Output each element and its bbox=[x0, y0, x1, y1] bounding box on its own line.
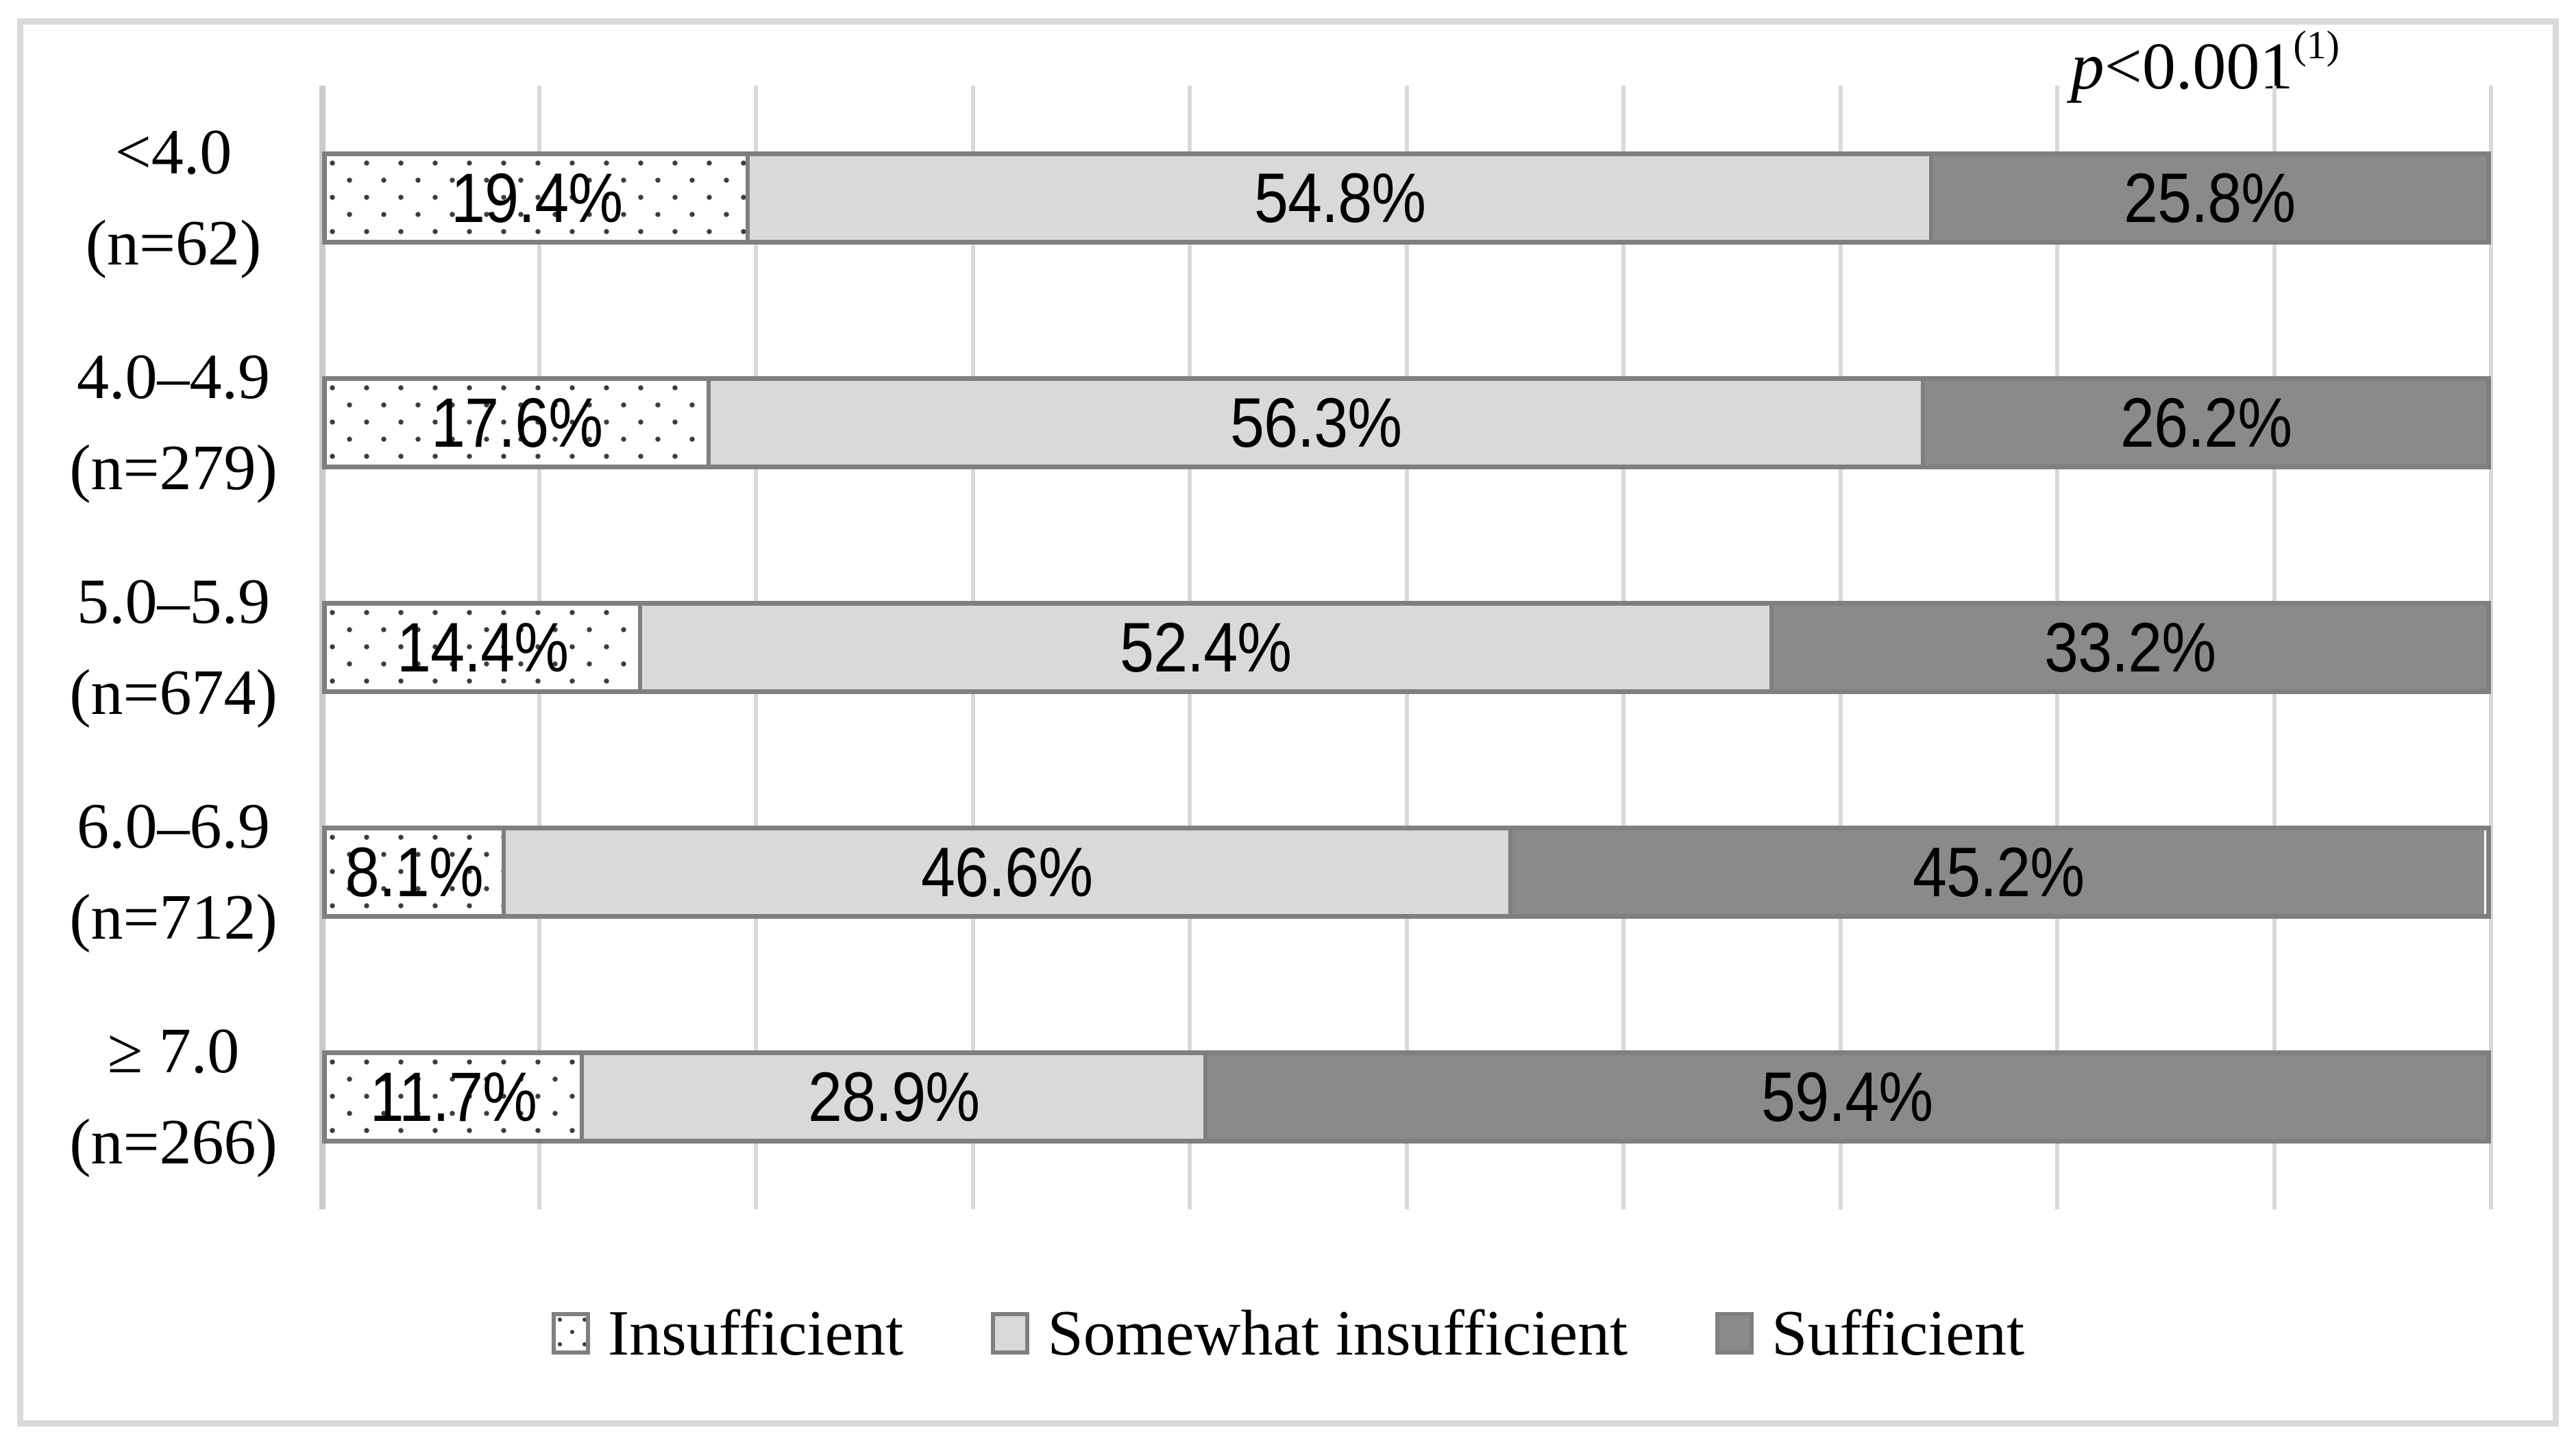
segment-sufficient: 26.2% bbox=[1921, 381, 2486, 465]
legend-item-somewhat-insufficient: Somewhat insufficient bbox=[991, 1296, 1628, 1370]
legend-label: Sufficient bbox=[1771, 1298, 2025, 1369]
category-n-label: (n=62) bbox=[85, 208, 262, 279]
bar-row: 17.6% 56.3% 26.2% bbox=[322, 310, 2491, 535]
segment-sufficient: 33.2% bbox=[1769, 606, 2486, 689]
category-label: 6.0–6.9 (n=712) bbox=[25, 760, 322, 985]
legend-label: Somewhat insufficient bbox=[1047, 1298, 1628, 1369]
bar-row: 14.4% 52.4% 33.2% bbox=[322, 535, 2491, 760]
data-label: 45.2% bbox=[1912, 832, 2085, 911]
stacked-bar: 11.7% 28.9% 59.4% bbox=[322, 1050, 2491, 1144]
p-value-text: <0.001 bbox=[2104, 29, 2294, 103]
segment-somewhat-insufficient: 54.8% bbox=[746, 156, 1930, 240]
category-range-label: ≥ 7.0 bbox=[107, 1015, 240, 1087]
stacked-bar: 17.6% 56.3% 26.2% bbox=[322, 376, 2491, 469]
segment-somewhat-insufficient: 56.3% bbox=[707, 381, 1922, 465]
category-label: 5.0–5.9 (n=674) bbox=[25, 535, 322, 760]
figure-frame-border bbox=[17, 18, 2559, 1427]
chart-body: <4.0 (n=62) 4.0–4.9 (n=279) 5.0–5.9 (n=6… bbox=[25, 86, 2493, 1209]
data-label: 56.3% bbox=[1230, 383, 1402, 462]
segment-insufficient: 17.6% bbox=[327, 381, 707, 465]
segment-somewhat-insufficient: 52.4% bbox=[637, 606, 1769, 689]
stacked-bar: 8.1% 46.6% 45.2% bbox=[322, 826, 2491, 919]
category-range-label: 5.0–5.9 bbox=[77, 565, 270, 637]
p-value-annotation: p<0.001(1) bbox=[2071, 21, 2340, 109]
plot-area: 19.4% 54.8% 25.8% 17.6% 56.3% 26.2% 14.4… bbox=[319, 86, 2493, 1209]
data-label: 19.4% bbox=[450, 158, 623, 237]
data-label: 17.6% bbox=[430, 383, 603, 462]
category-n-label: (n=674) bbox=[69, 657, 278, 728]
bar-row: 11.7% 28.9% 59.4% bbox=[322, 985, 2491, 1209]
legend-label: Insufficient bbox=[607, 1298, 904, 1369]
segment-insufficient: 19.4% bbox=[327, 156, 746, 240]
legend: Insufficient Somewhat insufficient Suffi… bbox=[0, 1296, 2576, 1370]
segment-somewhat-insufficient: 28.9% bbox=[579, 1055, 1204, 1139]
segment-sufficient: 45.2% bbox=[1508, 830, 2484, 914]
data-label: 52.4% bbox=[1120, 608, 1292, 687]
legend-swatch-insufficient bbox=[551, 1312, 590, 1355]
category-n-label: (n=279) bbox=[69, 432, 278, 504]
gridline bbox=[2489, 86, 2493, 1209]
data-label: 46.6% bbox=[921, 832, 1093, 911]
category-label: ≥ 7.0 (n=266) bbox=[25, 985, 322, 1209]
bar-row: 8.1% 46.6% 45.2% bbox=[322, 760, 2491, 985]
category-label: 4.0–4.9 (n=279) bbox=[25, 310, 322, 535]
segment-insufficient: 11.7% bbox=[327, 1055, 580, 1139]
data-label: 59.4% bbox=[1761, 1057, 1933, 1136]
legend-item-insufficient: Insufficient bbox=[551, 1296, 904, 1370]
category-range-label: 6.0–6.9 bbox=[77, 790, 270, 862]
p-symbol: p bbox=[2070, 29, 2105, 103]
data-label: 14.4% bbox=[396, 608, 569, 687]
data-label: 28.9% bbox=[807, 1057, 980, 1136]
data-label: 26.2% bbox=[2120, 383, 2292, 462]
category-axis: <4.0 (n=62) 4.0–4.9 (n=279) 5.0–5.9 (n=6… bbox=[25, 86, 322, 1209]
data-label: 54.8% bbox=[1253, 158, 1426, 237]
segment-sufficient: 25.8% bbox=[1929, 156, 2486, 240]
bar-rows: 19.4% 54.8% 25.8% 17.6% 56.3% 26.2% 14.4… bbox=[322, 86, 2491, 1209]
category-range-label: <4.0 bbox=[114, 116, 232, 188]
category-range-label: 4.0–4.9 bbox=[77, 341, 270, 412]
bar-row: 19.4% 54.8% 25.8% bbox=[322, 86, 2491, 310]
stacked-bar: 14.4% 52.4% 33.2% bbox=[322, 601, 2491, 694]
segment-insufficient: 8.1% bbox=[327, 830, 502, 914]
data-label: 25.8% bbox=[2124, 158, 2296, 237]
category-label: <4.0 (n=62) bbox=[25, 86, 322, 310]
segment-insufficient: 14.4% bbox=[327, 606, 638, 689]
stacked-bar: 19.4% 54.8% 25.8% bbox=[322, 151, 2491, 245]
category-n-label: (n=266) bbox=[69, 1107, 278, 1178]
category-n-label: (n=712) bbox=[69, 882, 278, 953]
segment-somewhat-insufficient: 46.6% bbox=[502, 830, 1508, 914]
data-label: 11.7% bbox=[369, 1057, 537, 1136]
data-label: 8.1% bbox=[345, 832, 484, 911]
legend-swatch-sufficient bbox=[1715, 1312, 1754, 1355]
data-label: 33.2% bbox=[2044, 608, 2216, 687]
p-value-footnote-marker: (1) bbox=[2293, 23, 2340, 67]
legend-swatch-somewhat-insufficient bbox=[991, 1312, 1030, 1355]
segment-sufficient: 59.4% bbox=[1203, 1055, 2486, 1139]
legend-item-sufficient: Sufficient bbox=[1715, 1296, 2024, 1370]
